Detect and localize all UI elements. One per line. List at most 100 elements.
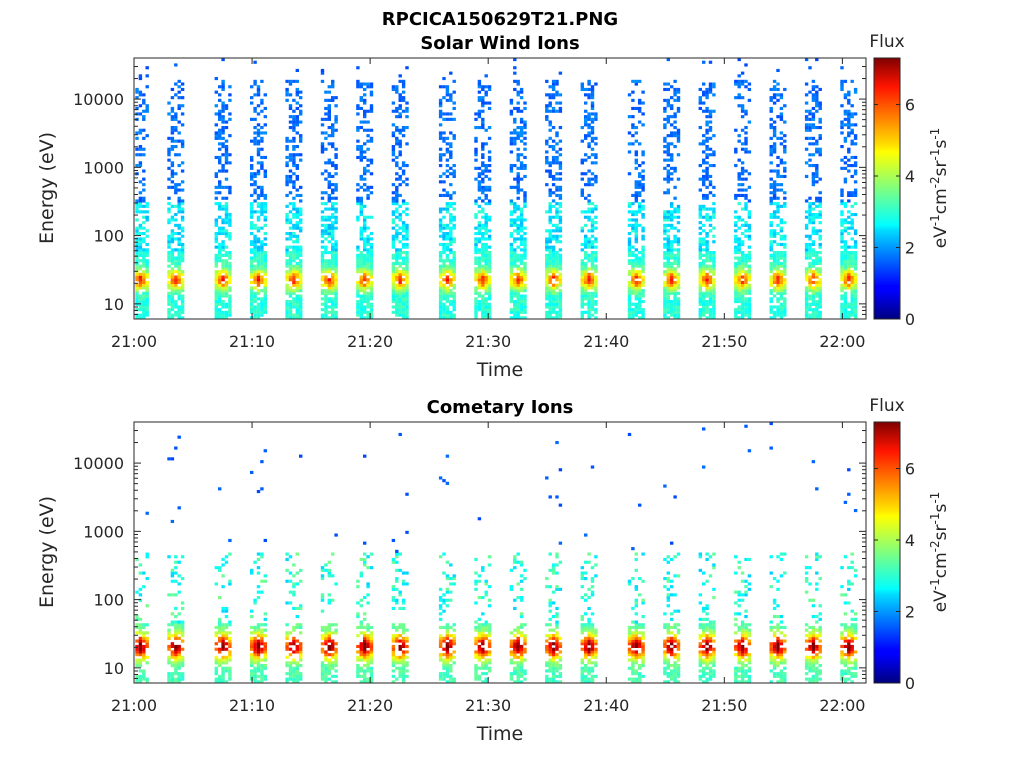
flux-cell (818, 136, 822, 140)
flux-cell (772, 253, 777, 257)
flux-cell (673, 112, 677, 116)
flux-cell (587, 237, 591, 241)
flux-cell (843, 272, 848, 276)
flux-cell (584, 237, 588, 241)
flux-cell (256, 202, 261, 206)
flux-cell (324, 215, 328, 219)
flux-cell (627, 142, 632, 146)
flux-cell (590, 229, 595, 233)
flux-cell (853, 280, 858, 285)
flux-cell (320, 240, 325, 244)
flux-cell (847, 310, 851, 314)
flux-cell (705, 218, 709, 222)
flux-cell (167, 644, 171, 649)
flux-cell (634, 210, 638, 214)
flux-cell (174, 223, 178, 227)
flux-cell (334, 164, 338, 168)
flux-cell (395, 215, 399, 219)
flux-cell (769, 196, 773, 200)
flux-cell (170, 655, 175, 659)
flux-cell (395, 229, 399, 233)
flux-cell (555, 223, 559, 227)
flux-cell (299, 286, 303, 290)
flux-cell (676, 128, 681, 132)
flux-cell (320, 253, 325, 257)
flux-cell (555, 172, 559, 176)
flux-cell (177, 204, 181, 208)
flux-cell (295, 251, 299, 255)
flux-cell (442, 308, 446, 312)
flux-cell (324, 191, 328, 195)
flux-cell (513, 221, 517, 225)
flux-cell (449, 316, 453, 320)
flux-cell (545, 237, 549, 241)
flux-cell (145, 297, 149, 301)
flux-cell (666, 310, 670, 314)
flux-cell (853, 172, 858, 176)
flux-cell (177, 261, 181, 266)
flux-cell (170, 232, 175, 236)
flux-cell (177, 313, 181, 317)
flux-cell (142, 305, 146, 309)
flux-cell (320, 131, 325, 135)
flux-cell (170, 574, 175, 578)
flux-cell (673, 93, 677, 97)
flux-cell (702, 207, 706, 211)
flux-cell (673, 166, 677, 170)
flux-cell (769, 305, 773, 309)
flux-cell (555, 267, 559, 271)
flux-cell (324, 316, 328, 320)
flux-cell (174, 153, 178, 157)
flux-cell (850, 226, 854, 230)
flux-cell (558, 297, 563, 301)
flux-cell (288, 106, 293, 111)
flux-cell (395, 289, 399, 293)
flux-cell (558, 253, 563, 257)
flux-cell (445, 232, 450, 236)
flux-cell (853, 267, 858, 271)
flux-cell (135, 226, 139, 230)
flux-cell (295, 90, 299, 94)
flux-cell (142, 297, 146, 301)
flux-cell (299, 104, 303, 108)
flux-cell (363, 300, 367, 304)
flux-cell (587, 155, 591, 160)
flux-cell (288, 232, 293, 236)
flux-cell (135, 242, 139, 247)
flux-cell (221, 169, 225, 173)
flux-cell (779, 226, 784, 230)
flux-cell (398, 204, 402, 208)
flux-cell (174, 264, 178, 268)
flux-cell (331, 300, 335, 304)
flux-cell (740, 79, 745, 83)
flux-cell (320, 308, 325, 312)
flux-cell (747, 237, 752, 241)
flux-cell (548, 256, 552, 260)
flux-cell (288, 93, 293, 97)
flux-cell (327, 215, 331, 219)
flux-cell (631, 259, 635, 263)
flux-cell (477, 240, 482, 244)
flux-cell (145, 218, 149, 222)
flux-cell (174, 555, 178, 559)
flux-cell (698, 101, 702, 105)
flux-cell (740, 283, 745, 287)
flux-cell (804, 253, 809, 257)
flux-cell (783, 305, 787, 309)
flux-cell (395, 272, 399, 276)
flux-cell (638, 202, 642, 206)
flux-cell (250, 207, 254, 211)
flux-cell (250, 117, 254, 121)
flux-cell (170, 109, 175, 113)
flux-cell (670, 172, 674, 176)
flux-cell (853, 264, 858, 268)
flux-cell (634, 226, 638, 230)
flux-cell (253, 223, 257, 227)
flux-cell (452, 253, 456, 257)
flux-cell (548, 109, 552, 113)
flux-cell (180, 625, 185, 630)
flux-cell (363, 256, 367, 260)
flux-cell (135, 90, 139, 94)
